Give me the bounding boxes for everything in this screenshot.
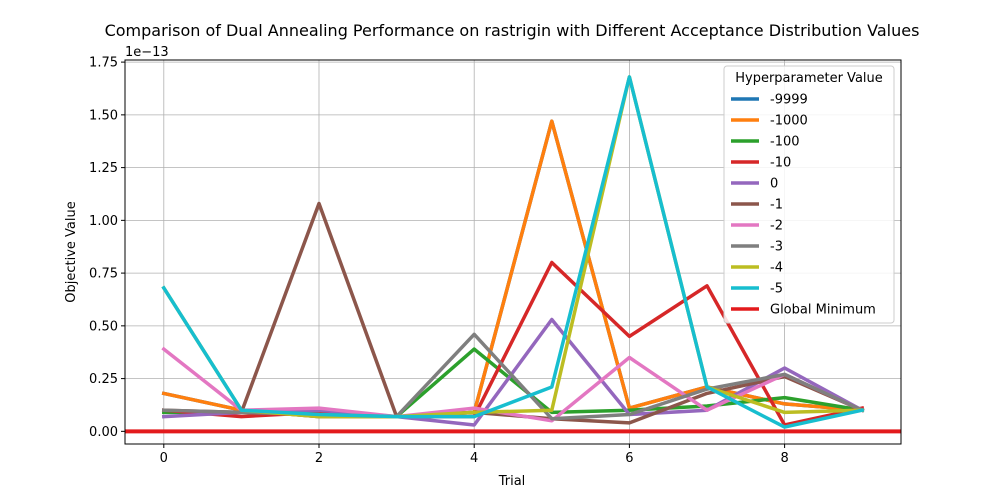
legend-label: -1000 [770, 114, 808, 129]
legend-label: -9999 [770, 93, 808, 108]
legend-box [723, 65, 895, 324]
legend-label: -2 [770, 219, 783, 234]
legend-label: -5 [770, 282, 783, 297]
x-tick-label: 8 [780, 451, 788, 466]
y-tick-label: 1.00 [89, 214, 118, 229]
legend-label: 0 [770, 177, 778, 192]
x-axis-label: Trial [498, 474, 526, 489]
x-tick-label: 4 [470, 451, 478, 466]
y-tick-label: 1.50 [89, 108, 118, 123]
x-tick-label: 2 [315, 451, 323, 466]
y-axis-label: Objective Value [64, 201, 79, 302]
y-tick-label: 1.25 [89, 161, 118, 176]
y-tick-label: 1.75 [89, 56, 118, 71]
y-tick-label: 0.50 [89, 319, 118, 334]
y-tick-label: 0.75 [89, 267, 118, 282]
series-line--2 [161, 346, 865, 423]
legend-label: -1 [770, 198, 783, 213]
legend-label: Global Minimum [770, 303, 876, 318]
legend: Hyperparameter Value -9999-1000-100-100-… [723, 65, 895, 324]
legend-title: Hyperparameter Value [735, 71, 883, 86]
axis-layer: 0 2 4 6 8 0.00 0.25 0.50 0.75 1.00 1.25 1.50 1.75 [89, 56, 789, 466]
y-offset-label: 1e−13 [125, 45, 169, 60]
legend-label: -4 [770, 261, 783, 276]
legend-label: -100 [770, 135, 800, 150]
plot-frame [124, 59, 902, 445]
chart-title: Comparison of Dual Annealing Performance… [105, 21, 920, 40]
legend-label: -10 [770, 156, 791, 171]
x-tick-label: 6 [625, 451, 633, 466]
x-tick-label: 0 [160, 451, 168, 466]
y-tick-label: 0.00 [89, 425, 118, 440]
legend-label: -3 [770, 240, 783, 255]
series-line--5 [161, 75, 865, 429]
series-layer [125, 75, 901, 434]
y-tick-label: 0.25 [89, 372, 118, 387]
